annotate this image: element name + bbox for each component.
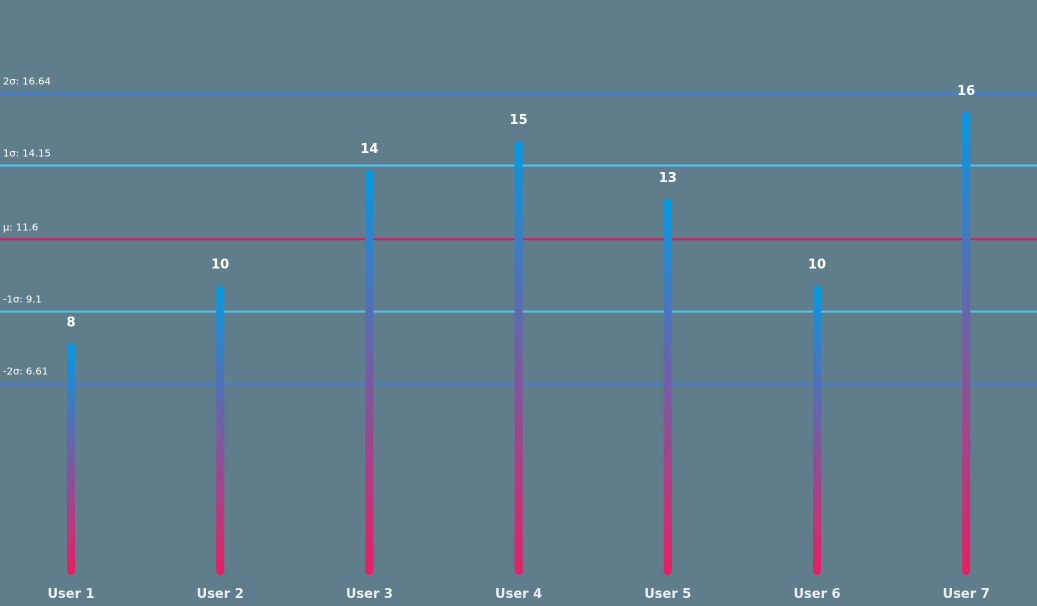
- category-tick-label: User 5: [644, 587, 691, 602]
- bar: [514, 140, 523, 575]
- bar: [67, 343, 75, 575]
- category-tick-label: User 3: [346, 587, 393, 602]
- category-tick-label: User 4: [495, 587, 542, 602]
- reference-line-label: -2σ: 6.61: [3, 367, 48, 378]
- data-label: 13: [659, 171, 677, 186]
- category-labels: User 1 User 2 User 3 User 4 User 5 User 6 User…: [47, 587, 989, 602]
- reference-line-label: μ: 11.6: [3, 222, 38, 233]
- bars: [67, 111, 971, 576]
- data-label: 14: [360, 142, 378, 157]
- data-label: 15: [510, 113, 528, 128]
- category-tick-label: User 6: [793, 587, 840, 602]
- bar: [962, 111, 971, 576]
- category-tick-label: User 2: [197, 587, 244, 602]
- reference-line-label: -1σ: 9.1: [3, 295, 42, 306]
- reference-line-label: 2σ: 16.64: [3, 76, 51, 87]
- bar: [365, 169, 374, 575]
- bar: [663, 198, 672, 575]
- category-tick-label: User 1: [47, 587, 94, 602]
- bar: [813, 285, 821, 575]
- category-tick-label: User 7: [943, 587, 990, 602]
- data-label: 8: [66, 315, 75, 330]
- reference-line-label: 1σ: 14.15: [3, 148, 51, 159]
- data-label: 10: [808, 258, 826, 273]
- data-label: 16: [957, 84, 975, 99]
- data-label: 10: [211, 258, 229, 273]
- bar: [216, 285, 225, 575]
- value-labels: 8 10 14 15 13 10 16: [66, 84, 975, 331]
